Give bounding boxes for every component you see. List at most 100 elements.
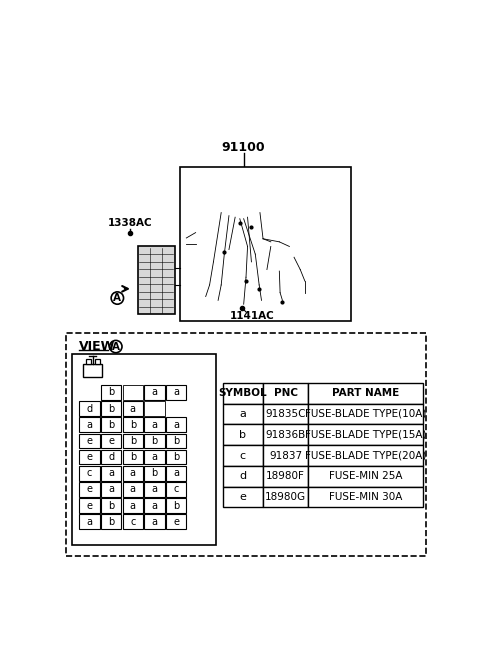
Text: 18980F: 18980F xyxy=(266,472,305,481)
Text: b: b xyxy=(108,517,114,527)
Polygon shape xyxy=(225,444,264,473)
Text: b: b xyxy=(130,452,136,462)
Text: d: d xyxy=(86,403,93,413)
Bar xyxy=(308,383,423,403)
Bar xyxy=(144,482,165,496)
Bar xyxy=(144,498,165,513)
Text: b: b xyxy=(173,452,180,462)
Text: b: b xyxy=(151,468,157,478)
Bar xyxy=(223,445,263,466)
Bar xyxy=(101,482,121,496)
Text: a: a xyxy=(108,485,114,495)
Text: a: a xyxy=(173,468,179,478)
Bar xyxy=(79,450,99,464)
Bar xyxy=(101,417,121,432)
Text: b: b xyxy=(151,436,157,446)
Bar xyxy=(79,482,99,496)
Bar xyxy=(180,167,350,321)
Text: d: d xyxy=(108,452,114,462)
Bar xyxy=(83,364,102,377)
Bar xyxy=(166,385,186,400)
Text: b: b xyxy=(108,420,114,430)
Text: c: c xyxy=(130,517,135,527)
Text: c: c xyxy=(240,451,246,460)
Bar xyxy=(79,514,99,529)
Bar xyxy=(79,434,99,448)
Bar xyxy=(101,450,121,464)
Bar xyxy=(123,385,143,400)
Text: a: a xyxy=(86,517,93,527)
Text: a: a xyxy=(130,468,136,478)
Bar xyxy=(144,417,165,432)
Bar xyxy=(123,514,143,529)
Text: 1141AC: 1141AC xyxy=(230,310,275,321)
Text: b: b xyxy=(108,403,114,413)
Bar xyxy=(95,359,99,364)
Text: c: c xyxy=(174,485,179,495)
Text: a: a xyxy=(240,409,246,419)
Text: a: a xyxy=(152,500,157,510)
Bar xyxy=(223,466,263,487)
Text: 91100: 91100 xyxy=(222,141,265,155)
Text: 91837: 91837 xyxy=(269,451,302,460)
Text: a: a xyxy=(130,485,136,495)
Bar xyxy=(223,383,263,403)
Bar xyxy=(144,402,165,416)
Bar xyxy=(101,466,121,481)
Bar xyxy=(123,402,143,416)
Bar xyxy=(123,450,143,464)
Text: 91835C: 91835C xyxy=(265,409,306,419)
Text: a: a xyxy=(108,468,114,478)
Text: e: e xyxy=(86,436,93,446)
Bar xyxy=(308,487,423,508)
Text: a: a xyxy=(130,500,136,510)
Text: b: b xyxy=(130,420,136,430)
Bar xyxy=(79,402,99,416)
Text: VIEW: VIEW xyxy=(79,340,115,353)
Bar xyxy=(166,450,186,464)
Bar xyxy=(144,466,165,481)
Text: a: a xyxy=(152,517,157,527)
Text: FUSE-BLADE TYPE(10A): FUSE-BLADE TYPE(10A) xyxy=(305,409,426,419)
Bar xyxy=(123,498,143,513)
Bar xyxy=(308,424,423,445)
Text: a: a xyxy=(130,403,136,413)
Text: e: e xyxy=(173,517,179,527)
Bar xyxy=(263,487,308,508)
Bar xyxy=(123,482,143,496)
Bar xyxy=(123,466,143,481)
Text: a: a xyxy=(86,420,93,430)
Text: PART NAME: PART NAME xyxy=(332,388,399,398)
Bar xyxy=(263,424,308,445)
Text: a: a xyxy=(173,420,179,430)
Text: a: a xyxy=(152,387,157,398)
Bar xyxy=(308,403,423,424)
Text: b: b xyxy=(130,436,136,446)
Bar xyxy=(166,466,186,481)
Text: A: A xyxy=(113,293,121,303)
Bar xyxy=(79,498,99,513)
Text: b: b xyxy=(173,436,180,446)
Text: a: a xyxy=(152,420,157,430)
Bar xyxy=(223,403,263,424)
Bar xyxy=(263,403,308,424)
Bar xyxy=(137,246,175,314)
Text: FUSE-BLADE TYPE(20A): FUSE-BLADE TYPE(20A) xyxy=(305,451,426,460)
Bar xyxy=(223,424,263,445)
Bar xyxy=(144,385,165,400)
Bar xyxy=(166,498,186,513)
Text: PNC: PNC xyxy=(274,388,298,398)
Text: e: e xyxy=(86,500,93,510)
Polygon shape xyxy=(267,390,294,420)
Bar xyxy=(72,354,216,545)
Bar xyxy=(144,450,165,464)
Text: b: b xyxy=(173,500,180,510)
Text: a: a xyxy=(152,452,157,462)
Bar xyxy=(263,383,308,403)
Bar xyxy=(86,359,91,364)
Text: a: a xyxy=(173,387,179,398)
Bar xyxy=(263,445,308,466)
Text: 18980G: 18980G xyxy=(265,492,306,502)
Text: e: e xyxy=(240,492,246,502)
Text: b: b xyxy=(240,430,246,440)
